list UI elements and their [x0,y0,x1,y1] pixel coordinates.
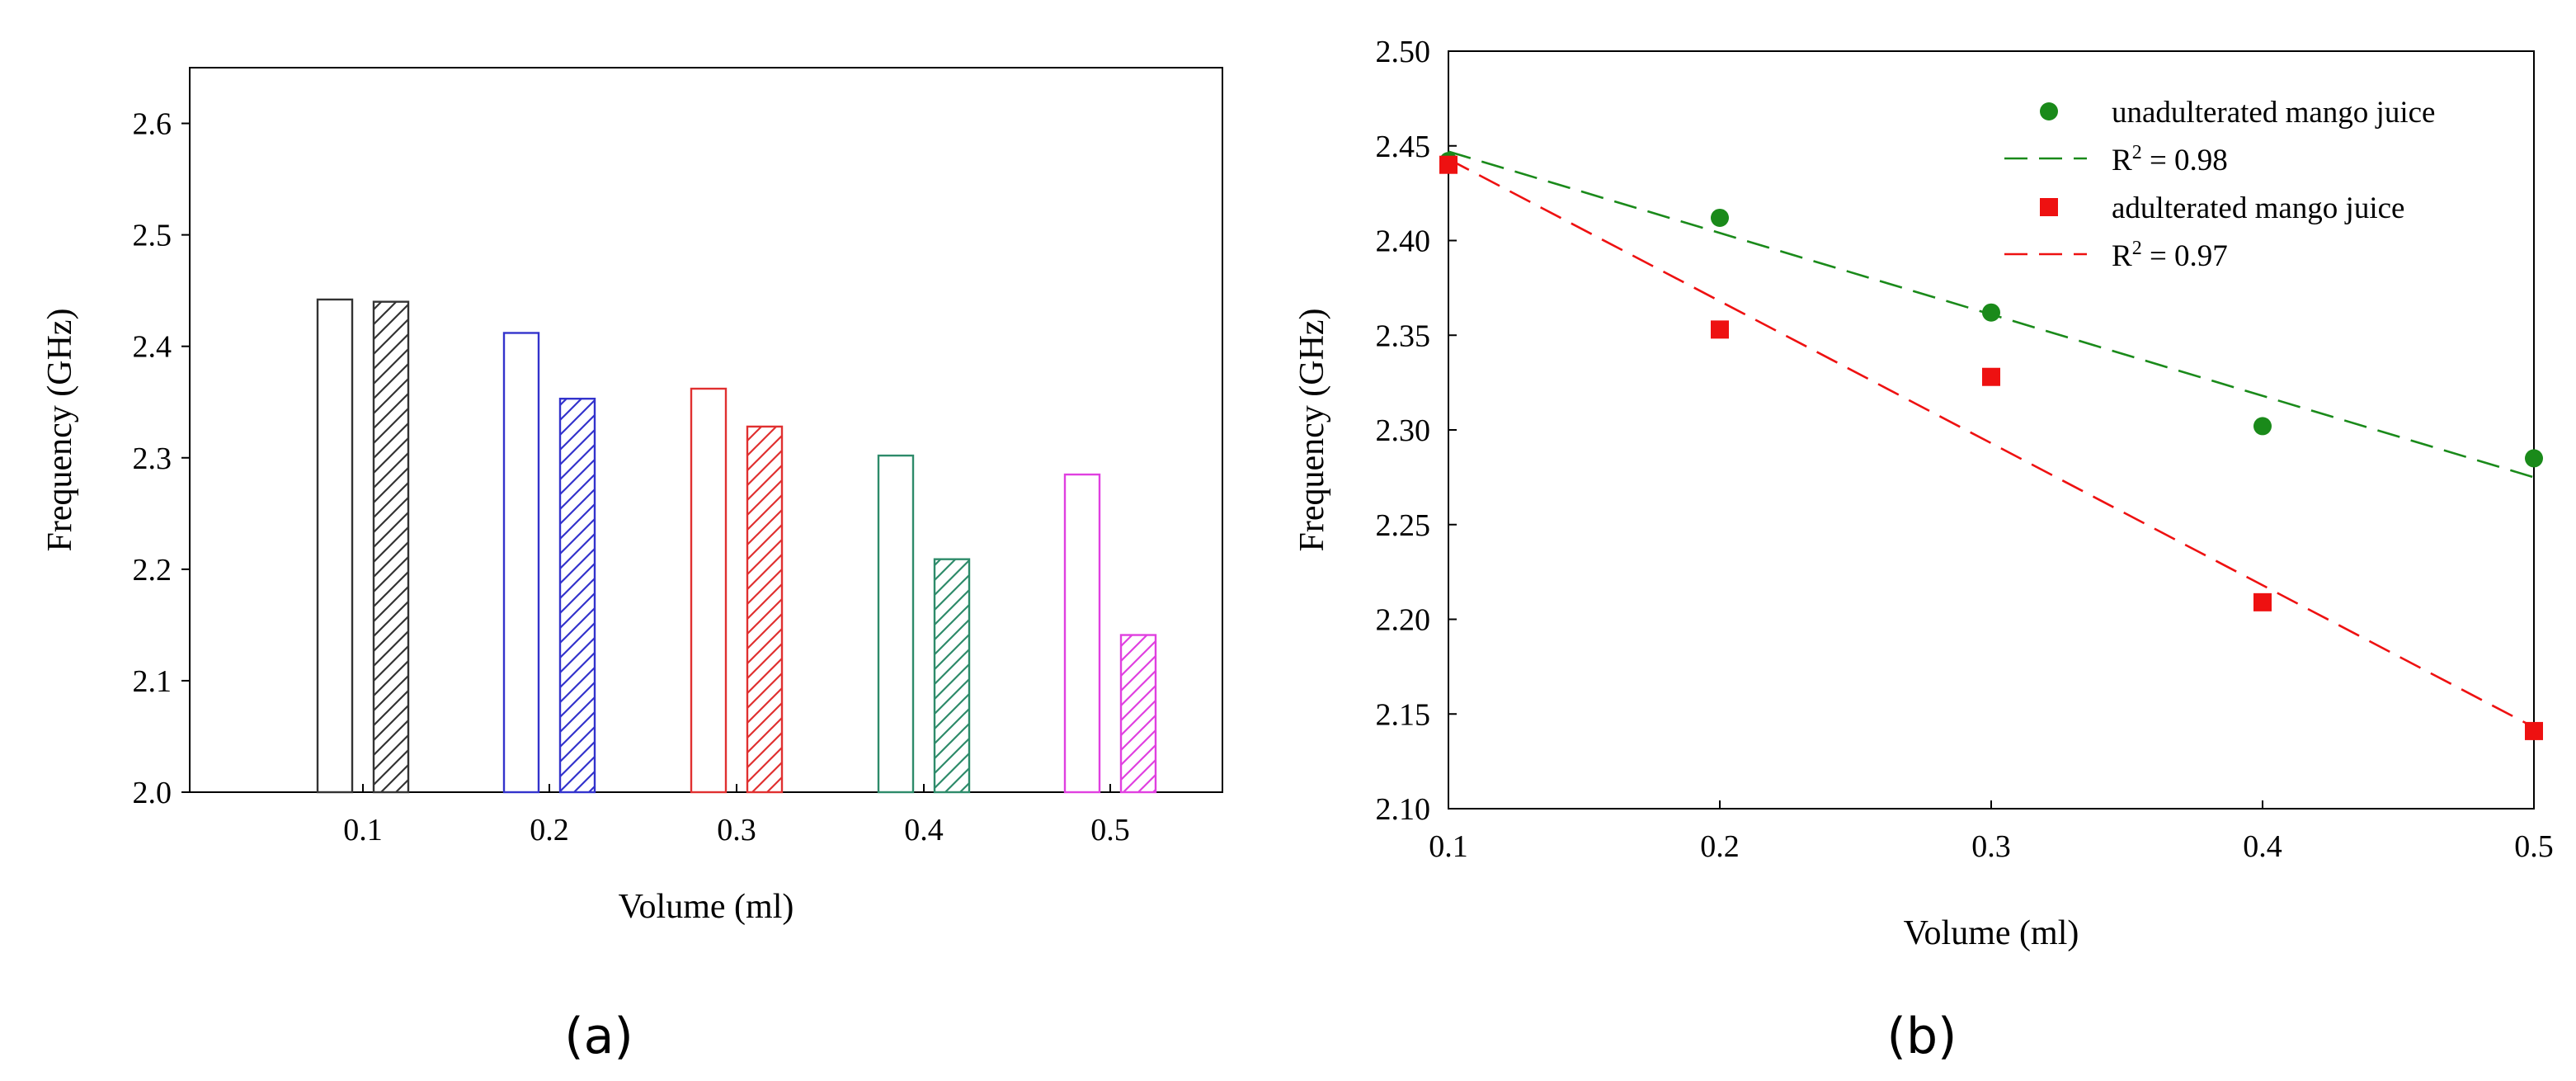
panel-b-y-tick-label: 2.25 [1376,508,1431,543]
panel-b-x-tick-label: 0.2 [1700,829,1740,864]
panel-a-y-tick-label: 2.4 [133,330,172,365]
panel-b-point-adulterated [2525,721,2543,740]
panel-a-x-tick-label: 0.2 [530,813,569,847]
panel-a-y-tick-label: 2.3 [133,441,172,476]
panel-a-bar-unadulterated-0.2 [502,332,540,794]
legend-label-series: adulterated mango juice [2112,191,2404,225]
panel-b-point-adulterated [2253,592,2272,611]
panel-b-point-unadulterated [1711,208,1729,227]
panel-b-y-tick-label: 2.30 [1376,413,1431,448]
panel-a-bar-adulterated-0.1 [372,300,410,794]
panel-b-y-tick-label: 2.45 [1376,130,1431,164]
legend-label-series: unadulterated mango juice [2112,96,2435,130]
panel-a-bar-unadulterated-0.5 [1063,473,1101,794]
panel-b-point-unadulterated [1982,303,2000,322]
panel-b-x-tick-label: 0.4 [2243,829,2282,864]
panel-b-y-tick-label: 2.35 [1376,319,1431,353]
panel-b-x-tick-label: 0.5 [2514,829,2554,864]
panel-b-y-tick-label: 2.20 [1376,603,1431,638]
panel-a-label: (a) [564,1008,633,1065]
panel-a-y-tick-label: 2.6 [133,107,172,142]
legend-label-r-squared: R2 = 0.98 [2112,142,2228,177]
panel-b-point-adulterated [1711,320,1729,339]
panel-a-x-tick-label: 0.4 [904,813,944,847]
panel-b-y-tick-label: 2.40 [1376,224,1431,259]
panel-b-y-axis-label: Frequency (GHz) [1293,308,1331,551]
legend-marker-adulterated [2040,198,2058,216]
panel-b-scatter-chart: 2.10 2.15 2.20 2.25 2.30 2.35 2.40 2.45 2.50 0.1… [1293,35,2554,1065]
panel-b-x-tick-label: 0.3 [1971,829,2011,864]
panel-b-plot-frame [1448,50,2535,810]
panel-a-bar-adulterated-0.2 [558,397,596,794]
panel-b-y-tick-label: 2.10 [1376,792,1431,827]
panel-b-point-adulterated [1439,155,1458,174]
panel-b-y-tick-label: 2.15 [1376,697,1431,732]
panel-b-fit-line-adulterated [1448,158,2535,729]
panel-a-bar-chart: 2.0 2.1 2.2 2.3 2.4 2.5 2.6 0.1 0.2 0.3 0.4 0.5 Vo… [41,67,1223,1065]
panel-a-y-tick-label: 2.2 [133,553,172,588]
panel-b-x-tick-label: 0.1 [1429,829,1468,864]
panel-a-y-tick-label: 2.1 [133,664,172,699]
panel-a-y-tick-label: 2.5 [133,219,172,253]
panel-a-bar-adulterated-0.5 [1119,634,1157,794]
panel-b-label: (b) [1887,1008,1957,1065]
legend-marker-unadulterated [2040,102,2058,120]
panel-b-point-unadulterated [2525,449,2543,468]
panel-a-y-tick-label: 2.0 [133,776,172,810]
panel-a-bar-adulterated-0.4 [933,558,971,794]
panel-b-x-axis-label: Volume (ml) [1904,914,2079,952]
panel-a-bar-unadulterated-0.1 [316,298,354,794]
panel-a-bar-unadulterated-0.3 [690,387,728,794]
panel-b-point-unadulterated [2253,417,2272,436]
panel-a-x-tick-label: 0.5 [1090,813,1130,847]
panel-b-legend: unadulterated mango juice R2 = 0.98 adulte… [2004,96,2435,273]
legend-label-r-squared: R2 = 0.97 [2112,238,2228,273]
panel-a-x-axis-label: Volume (ml) [619,888,794,926]
panel-a-bar-adulterated-0.3 [746,425,784,794]
panel-b-y-tick-label: 2.50 [1376,35,1431,69]
panel-a-y-axis-label: Frequency (GHz) [41,308,79,551]
panel-b-point-adulterated [1982,367,2000,386]
panel-a-bar-unadulterated-0.4 [877,454,915,794]
panel-a-x-tick-label: 0.3 [717,813,756,847]
panel-a-x-tick-label: 0.1 [343,813,383,847]
